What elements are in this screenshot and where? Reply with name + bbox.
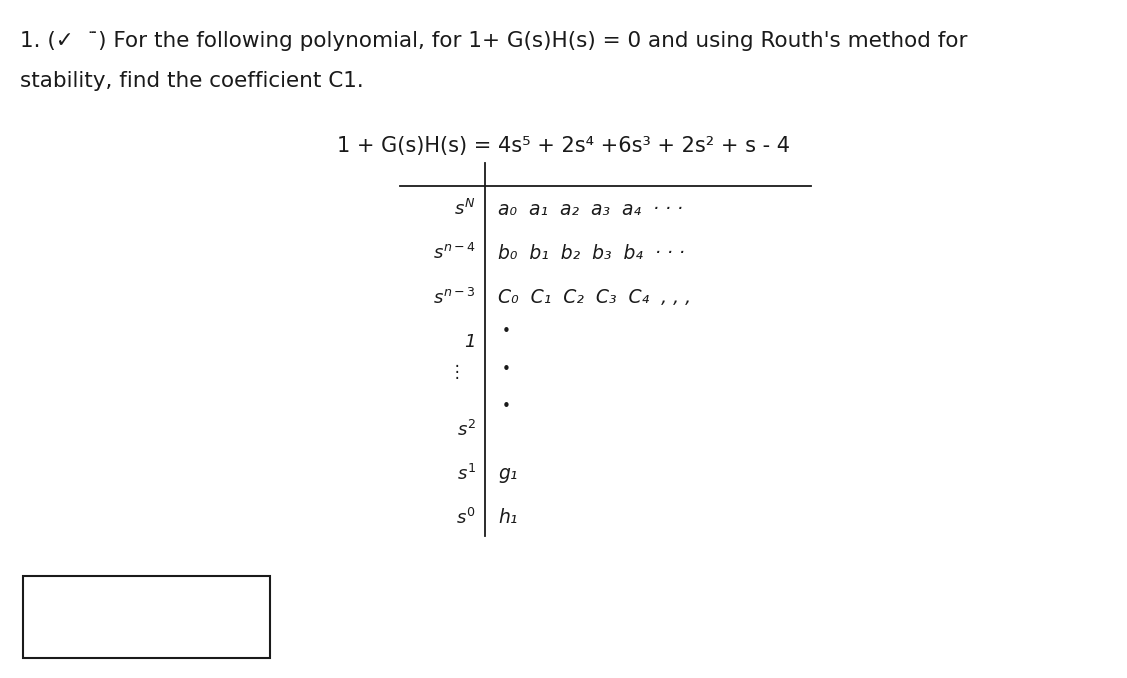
Text: $s^{N}$: $s^{N}$ bbox=[454, 199, 476, 220]
Text: 1: 1 bbox=[464, 333, 476, 351]
Text: $s^{n-4}$: $s^{n-4}$ bbox=[433, 243, 476, 264]
Text: •: • bbox=[502, 324, 511, 340]
Text: ⋮: ⋮ bbox=[449, 363, 464, 380]
Text: $s^{n-3}$: $s^{n-3}$ bbox=[433, 287, 476, 308]
Text: •: • bbox=[502, 362, 511, 377]
Text: g₁: g₁ bbox=[498, 464, 517, 483]
Text: b₀  b₁  b₂  b₃  b₄  · · ·: b₀ b₁ b₂ b₃ b₄ · · · bbox=[498, 244, 685, 263]
Text: $s^{0}$: $s^{0}$ bbox=[456, 508, 476, 528]
Text: a₀  a₁  a₂  a₃  a₄  · · ·: a₀ a₁ a₂ a₃ a₄ · · · bbox=[498, 200, 683, 219]
Text: $s^{2}$: $s^{2}$ bbox=[456, 420, 476, 440]
Text: 1 + G(s)H(s) = 4s⁵ + 2s⁴ +6s³ + 2s² + s - 4: 1 + G(s)H(s) = 4s⁵ + 2s⁴ +6s³ + 2s² + s … bbox=[337, 136, 790, 155]
Text: h₁: h₁ bbox=[498, 508, 517, 527]
Text: $s^{1}$: $s^{1}$ bbox=[456, 464, 476, 484]
Text: stability, find the coefficient C1.: stability, find the coefficient C1. bbox=[20, 71, 364, 91]
Text: •: • bbox=[502, 399, 511, 414]
Text: C₀  C₁  C₂  C₃  C₄  , , ,: C₀ C₁ C₂ C₃ C₄ , , , bbox=[498, 288, 691, 307]
Text: 1. (✓  ˙̈) For the following polynomial, for 1+ G(s)H(s) = 0 and using Routh's m: 1. (✓ ˙̈) For the following polynomial, … bbox=[20, 31, 968, 50]
FancyBboxPatch shape bbox=[23, 576, 270, 658]
